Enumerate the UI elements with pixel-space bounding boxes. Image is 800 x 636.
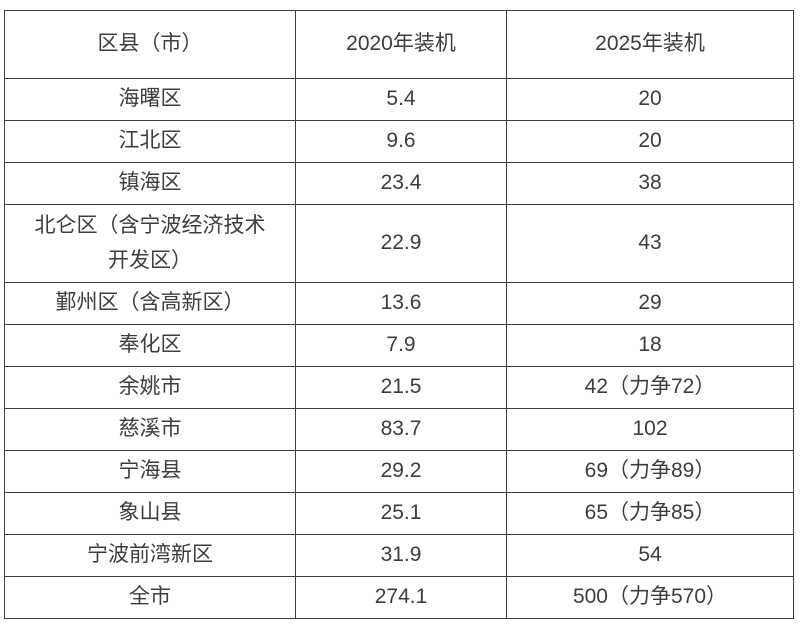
cell-district: 海曙区 bbox=[4, 78, 296, 121]
cell-district: 鄞州区（含高新区） bbox=[4, 282, 296, 325]
cell-district: 宁波前湾新区 bbox=[4, 534, 296, 577]
capacity-table: 区县（市） 2020年装机 2025年装机 海曙区 5.4 20 江北区 9.6… bbox=[4, 10, 794, 619]
table-row: 奉化区 7.9 18 bbox=[4, 324, 794, 367]
cell-district: 宁海县 bbox=[4, 450, 296, 493]
cell-district-text: 北仑区（含宁波经济技术开发区） bbox=[34, 214, 266, 272]
cell-2025-value: 43 bbox=[506, 204, 794, 283]
table-row: 宁海县 29.2 69（力争89） bbox=[4, 450, 794, 493]
cell-2020-value: 22.9 bbox=[295, 204, 507, 283]
table-row: 北仑区（含宁波经济技术开发区） 22.9 43 bbox=[4, 204, 794, 283]
column-header-2025-installed: 2025年装机 bbox=[506, 10, 794, 79]
table-row: 余姚市 21.5 42（力争72） bbox=[4, 366, 794, 409]
table-row-total: 全市 274.1 500（力争570） bbox=[4, 576, 794, 619]
cell-district: 全市 bbox=[4, 576, 296, 619]
column-header-district: 区县（市） bbox=[4, 10, 296, 79]
cell-2020-value: 31.9 bbox=[295, 534, 507, 577]
cell-2020-value: 9.6 bbox=[295, 120, 507, 163]
cell-district: 慈溪市 bbox=[4, 408, 296, 451]
cell-2025-value: 42（力争72） bbox=[506, 366, 794, 409]
table-row: 海曙区 5.4 20 bbox=[4, 78, 794, 121]
table-row: 慈溪市 83.7 102 bbox=[4, 408, 794, 451]
cell-district: 象山县 bbox=[4, 492, 296, 535]
cell-2020-value: 274.1 bbox=[295, 576, 507, 619]
cell-2025-value: 65（力争85） bbox=[506, 492, 794, 535]
cell-2025-value: 102 bbox=[506, 408, 794, 451]
cell-2020-value: 5.4 bbox=[295, 78, 507, 121]
cell-2025-value: 18 bbox=[506, 324, 794, 367]
cell-2025-value: 29 bbox=[506, 282, 794, 325]
column-header-2020-installed: 2020年装机 bbox=[295, 10, 507, 79]
table-row: 宁波前湾新区 31.9 54 bbox=[4, 534, 794, 577]
cell-2020-value: 83.7 bbox=[295, 408, 507, 451]
cell-district: 江北区 bbox=[4, 120, 296, 163]
table-row: 象山县 25.1 65（力争85） bbox=[4, 492, 794, 535]
cell-district: 镇海区 bbox=[4, 162, 296, 205]
table-row: 镇海区 23.4 38 bbox=[4, 162, 794, 205]
cell-2025-value: 69（力争89） bbox=[506, 450, 794, 493]
table-header-row: 区县（市） 2020年装机 2025年装机 bbox=[4, 10, 794, 79]
cell-district: 北仑区（含宁波经济技术开发区） bbox=[4, 204, 296, 283]
cell-district: 奉化区 bbox=[4, 324, 296, 367]
table-row: 江北区 9.6 20 bbox=[4, 120, 794, 163]
cell-2025-value: 20 bbox=[506, 78, 794, 121]
cell-2020-value: 23.4 bbox=[295, 162, 507, 205]
cell-2025-value: 38 bbox=[506, 162, 794, 205]
cell-2020-value: 25.1 bbox=[295, 492, 507, 535]
table-row: 鄞州区（含高新区） 13.6 29 bbox=[4, 282, 794, 325]
cell-2025-value: 54 bbox=[506, 534, 794, 577]
cell-2025-value: 500（力争570） bbox=[506, 576, 794, 619]
cell-2020-value: 7.9 bbox=[295, 324, 507, 367]
cell-2020-value: 29.2 bbox=[295, 450, 507, 493]
cell-2020-value: 21.5 bbox=[295, 366, 507, 409]
cell-district: 余姚市 bbox=[4, 366, 296, 409]
cell-2020-value: 13.6 bbox=[295, 282, 507, 325]
cell-2025-value: 20 bbox=[506, 120, 794, 163]
